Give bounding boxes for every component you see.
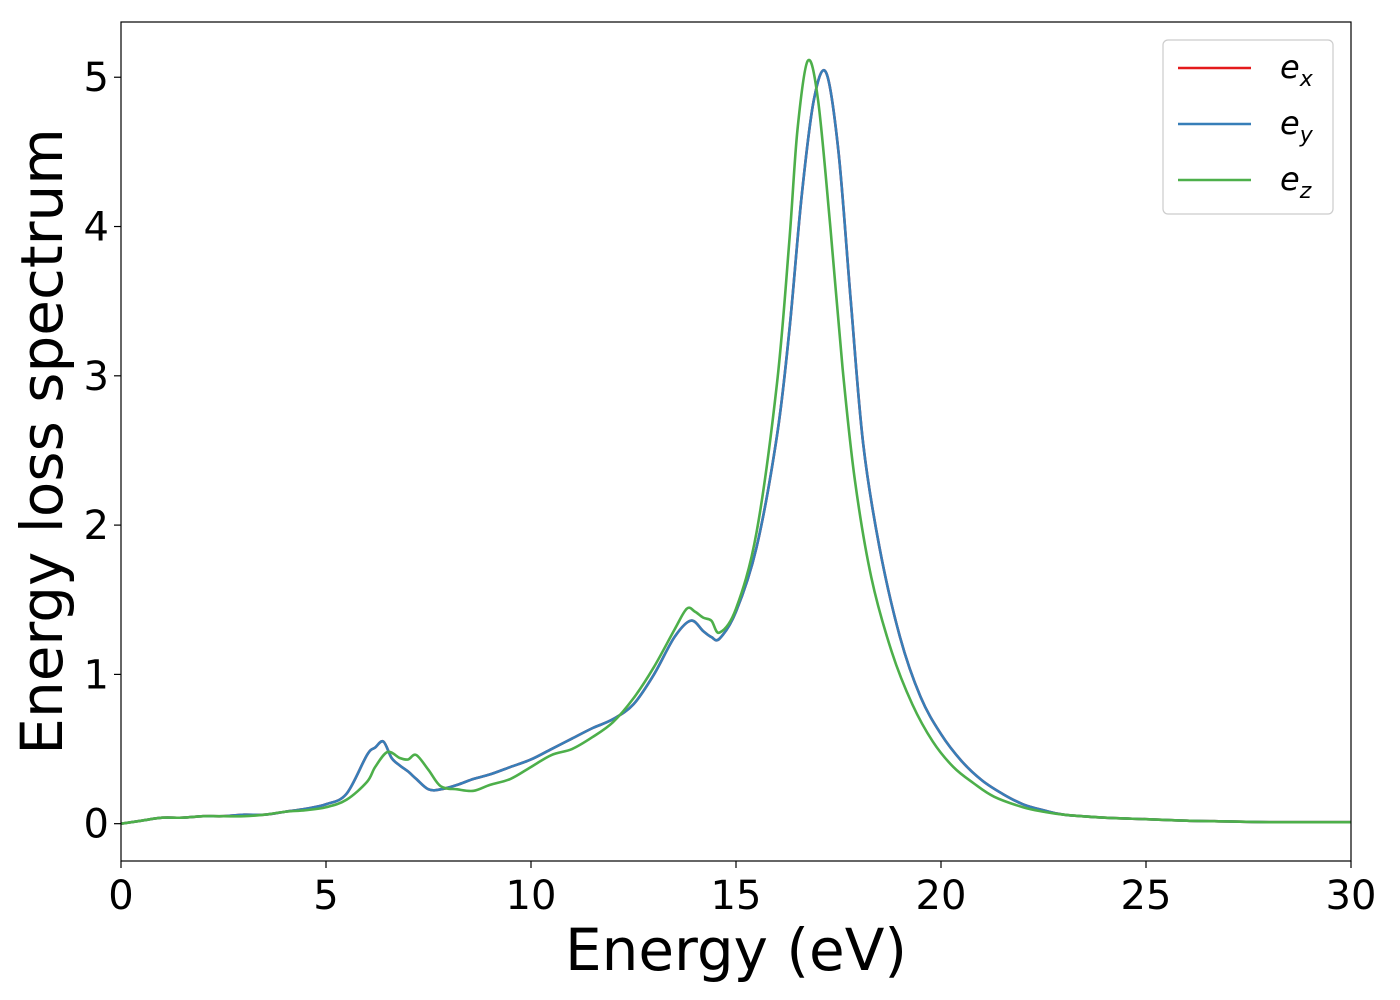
x-axis-label: Energy (eV) (565, 916, 907, 984)
y-tick-label: 1 (84, 652, 109, 698)
series-line-y (121, 69, 1351, 825)
x-tick-label: 0 (108, 873, 133, 919)
legend-box (1162, 39, 1334, 215)
y-tick-label: 0 (84, 802, 109, 848)
plot-lines (121, 58, 1351, 825)
y-tick-label: 4 (84, 205, 109, 251)
y-axis-ticks: 0 1 2 3 4 5 (84, 55, 121, 848)
y-tick-label: 2 (84, 503, 109, 549)
x-tick-label: 15 (711, 873, 762, 919)
legend: ex ey ez (1162, 39, 1334, 215)
x-tick-label: 30 (1326, 873, 1377, 919)
x-tick-label: 20 (916, 873, 967, 919)
x-axis-ticks: 0 5 10 15 20 25 30 (108, 861, 1376, 919)
x-tick-label: 25 (1121, 873, 1172, 919)
y-tick-label: 5 (84, 55, 109, 101)
x-tick-label: 5 (313, 873, 338, 919)
legend-label-x: ex (1280, 48, 1314, 92)
y-tick-label: 3 (84, 354, 109, 400)
x-tick-label: 10 (506, 873, 557, 919)
legend-label-y: ey (1280, 104, 1314, 148)
legend-label-z: ez (1280, 160, 1312, 204)
y-axis-label: Energy loss spectrum (8, 128, 76, 754)
series-line-z (121, 58, 1351, 825)
